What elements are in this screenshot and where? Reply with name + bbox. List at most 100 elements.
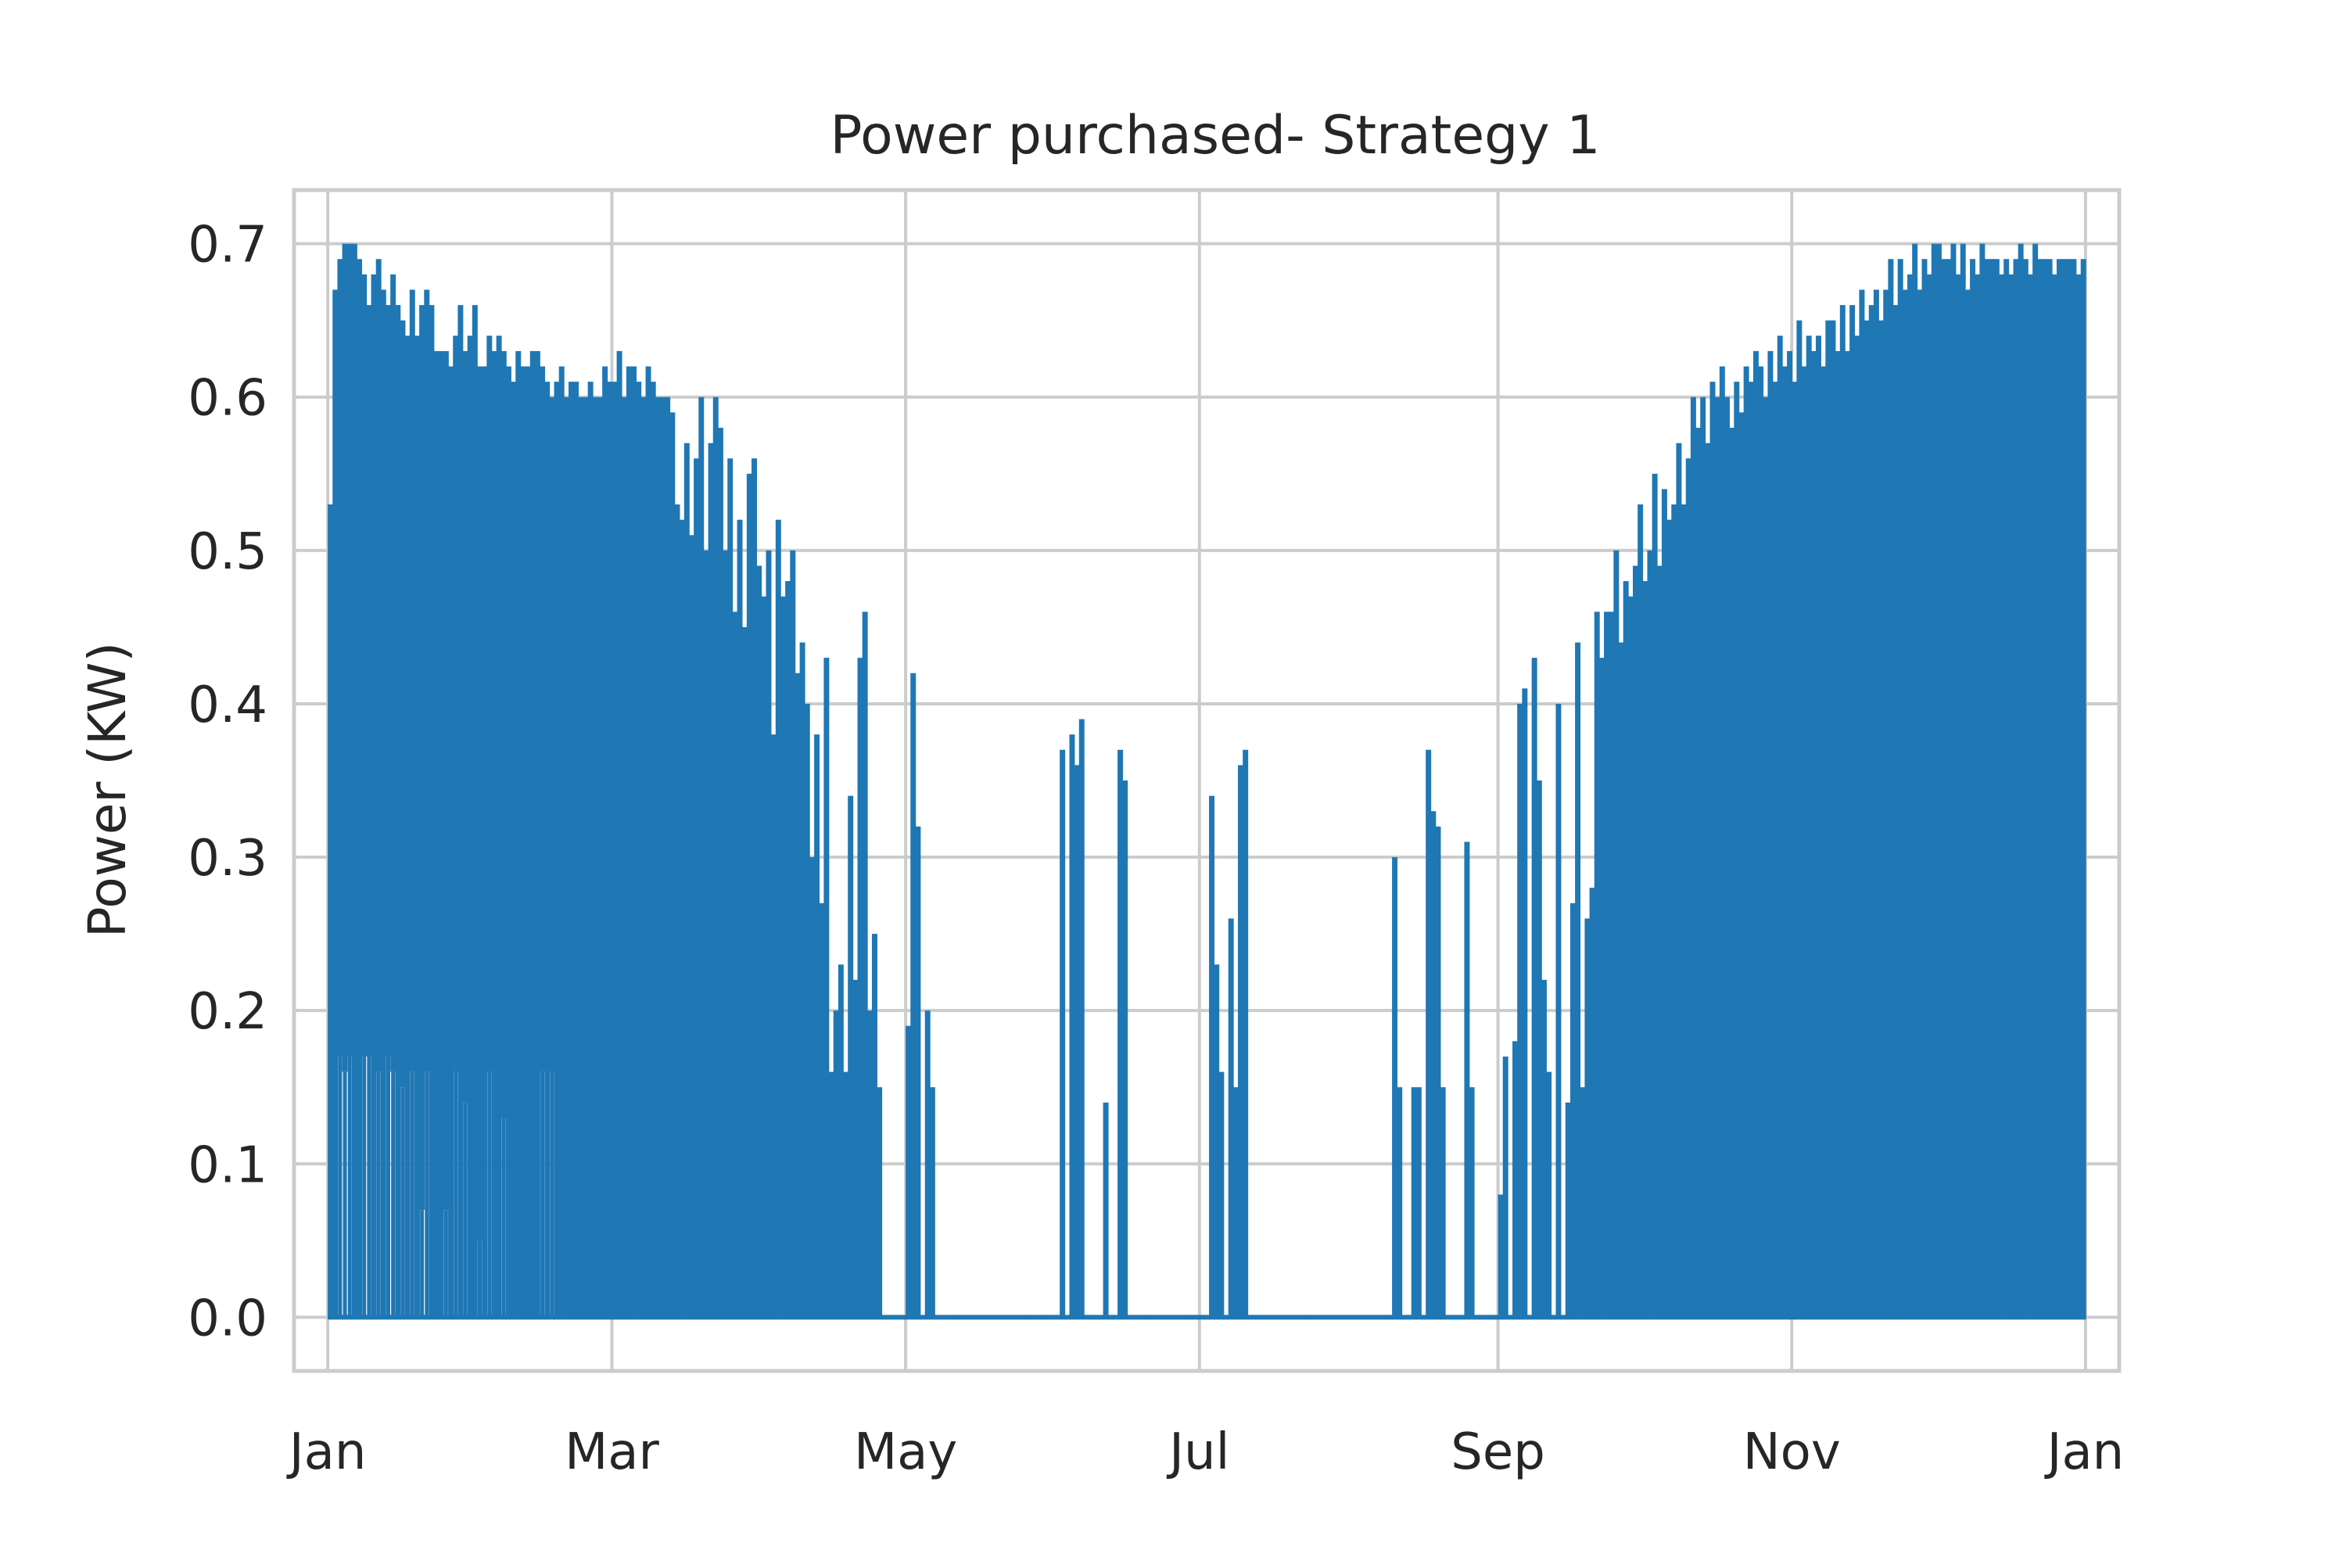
daily-power-range <box>1661 489 1667 1318</box>
daily-power-range <box>1464 841 1470 1318</box>
daily-power-range <box>453 335 459 1072</box>
daily-power-range <box>602 366 608 1318</box>
y-axis-label: Power (KW) <box>77 642 138 938</box>
daily-power-range <box>679 519 685 1318</box>
daily-power-range <box>563 396 569 1318</box>
daily-power-range <box>1618 642 1624 1318</box>
daily-power-range <box>607 382 613 1318</box>
daily-power-range <box>2037 259 2043 1318</box>
daily-power-range <box>1752 350 1759 1318</box>
daily-power-range <box>375 259 382 1072</box>
daily-power-range <box>1743 366 1749 1318</box>
daily-power-range <box>511 382 517 1318</box>
daily-power-range <box>448 366 454 1318</box>
daily-power-range <box>482 366 488 1318</box>
daily-power-range <box>669 412 676 1318</box>
daily-power-range <box>433 350 439 1318</box>
daily-power-range <box>400 320 406 1088</box>
daily-power-range <box>1748 382 1754 1318</box>
daily-power-range <box>1598 658 1605 1318</box>
daily-power-range <box>775 519 781 1318</box>
daily-power-range <box>569 382 574 1318</box>
daily-power-range <box>1946 259 1952 1318</box>
daily-power-range <box>371 274 377 1318</box>
daily-power-range <box>785 581 791 1318</box>
daily-power-range <box>1228 918 1234 1318</box>
daily-power-range <box>694 458 700 1318</box>
daily-power-range <box>1627 596 1634 1318</box>
daily-power-range <box>1921 259 1928 1318</box>
daily-power-range <box>1397 1087 1403 1318</box>
daily-power-range <box>2075 274 2082 1318</box>
daily-power-range <box>737 519 743 1318</box>
daily-power-range <box>1714 396 1720 1318</box>
daily-power-range <box>1522 688 1528 1318</box>
daily-power-range <box>1820 366 1827 1318</box>
daily-power-range <box>1122 780 1128 1318</box>
daily-power-range <box>1864 320 1870 1318</box>
daily-power-range <box>1767 350 1774 1318</box>
daily-power-range <box>799 642 805 1318</box>
daily-power-range <box>1892 305 1899 1318</box>
daily-power-range <box>674 504 680 1318</box>
daily-power-range <box>1897 259 1903 1318</box>
daily-power-range <box>621 396 627 1318</box>
daily-power-range <box>1555 703 1562 1318</box>
daily-power-range <box>770 734 777 1318</box>
daily-power-range <box>2051 274 2057 1318</box>
daily-power-range <box>823 658 830 1318</box>
daily-power-range <box>1243 749 1249 1318</box>
daily-power-range <box>2003 259 2010 1318</box>
daily-power-range <box>1502 1056 1508 1318</box>
daily-power-range <box>766 550 772 1318</box>
daily-power-range <box>1931 243 1937 1318</box>
daily-power-range <box>1232 1087 1239 1318</box>
daily-power-range <box>795 673 801 1318</box>
daily-power-range <box>583 396 589 1318</box>
daily-power-range <box>828 1071 834 1318</box>
plot-frame <box>292 188 2122 1373</box>
daily-power-range <box>404 335 411 1318</box>
daily-power-range <box>1415 1087 1422 1318</box>
daily-power-range <box>929 1087 935 1318</box>
daily-power-range <box>1975 274 1981 1318</box>
daily-power-range <box>1623 581 1629 1318</box>
daily-power-range <box>1873 289 1879 1318</box>
daily-power-range <box>1656 565 1663 1318</box>
y-tick-label: 0.5 <box>188 523 267 581</box>
daily-power-range <box>1647 550 1653 1318</box>
daily-power-range <box>438 350 444 1318</box>
daily-power-range <box>515 350 522 1318</box>
daily-power-range <box>409 289 415 1072</box>
daily-power-range <box>688 535 694 1318</box>
daily-power-range <box>486 335 493 1072</box>
daily-power-range <box>1103 1102 1109 1318</box>
daily-power-range <box>1411 1087 1417 1318</box>
daily-power-range <box>592 396 598 1318</box>
y-tick-label: 0.7 <box>188 217 267 274</box>
daily-power-range <box>838 964 844 1318</box>
daily-power-range <box>1666 519 1673 1318</box>
daily-power-range <box>351 243 357 1318</box>
daily-power-range <box>1964 289 1971 1318</box>
daily-power-range <box>366 305 372 1057</box>
daily-power-range <box>804 703 810 1318</box>
daily-power-range <box>424 289 430 1072</box>
daily-power-range <box>1859 289 1865 1318</box>
daily-power-range <box>1531 658 1537 1318</box>
daily-power-range <box>1806 335 1812 1318</box>
daily-power-range <box>540 366 546 1072</box>
daily-power-range <box>741 626 748 1318</box>
daily-power-range <box>809 857 815 1318</box>
x-tick-label: Nov <box>1743 1423 1841 1481</box>
daily-power-range <box>429 305 435 1318</box>
daily-power-range <box>496 335 502 1318</box>
daily-power-range <box>525 366 531 1318</box>
daily-power-range <box>1787 350 1793 1318</box>
daily-power-range <box>1758 366 1764 1318</box>
daily-power-range <box>1685 458 1691 1318</box>
daily-power-range <box>866 1010 873 1318</box>
daily-power-range <box>723 550 729 1318</box>
daily-power-range <box>852 979 859 1318</box>
